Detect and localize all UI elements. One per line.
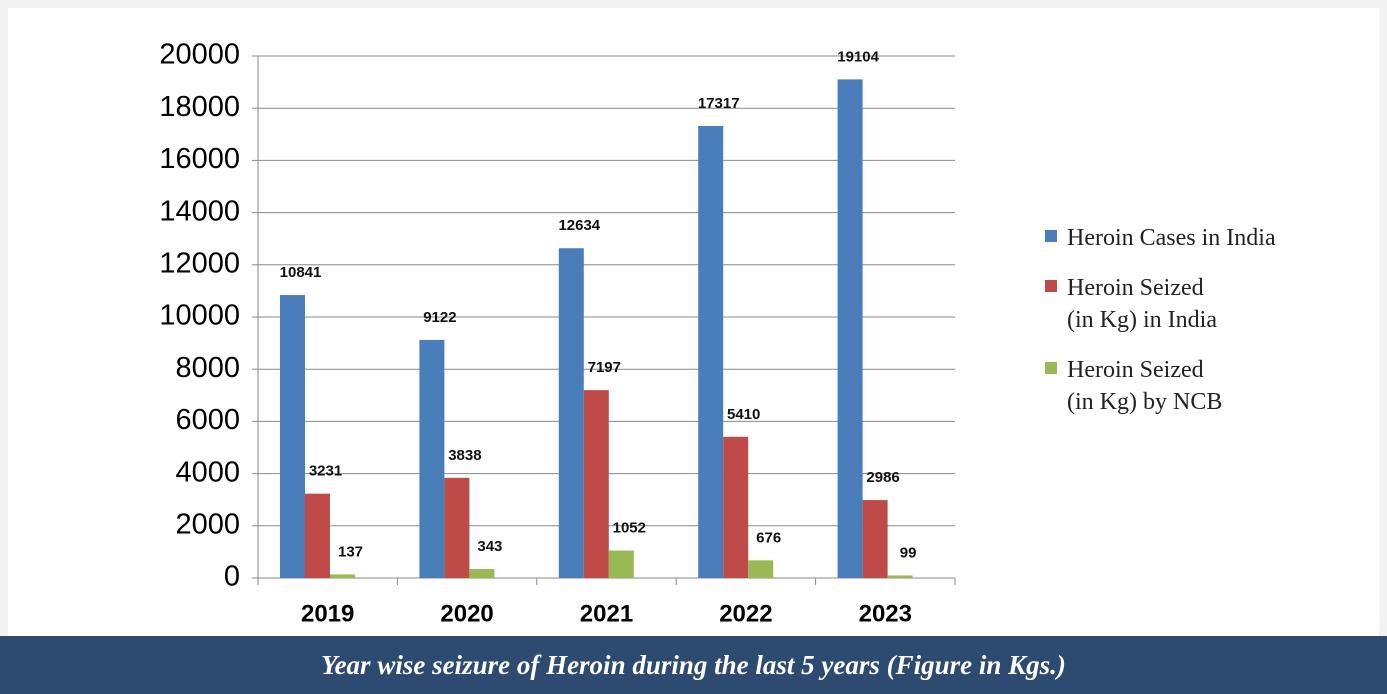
bar — [698, 126, 724, 578]
data-label: 19104 — [837, 48, 879, 65]
legend-swatch — [1045, 362, 1057, 374]
y-tick-label: 2000 — [175, 508, 240, 540]
x-tick-label: 2022 — [719, 600, 772, 627]
bar — [419, 339, 445, 578]
data-label: 137 — [338, 543, 363, 560]
y-tick-label: 16000 — [159, 143, 240, 175]
bar — [837, 79, 863, 579]
y-tick-label: 4000 — [175, 456, 240, 488]
data-label: 7197 — [588, 359, 621, 376]
bar — [608, 550, 634, 578]
bar — [330, 574, 355, 578]
x-tick-label: 2020 — [440, 600, 493, 627]
data-label: 9122 — [423, 309, 456, 326]
data-label: 12634 — [558, 217, 600, 234]
data-label: 17317 — [698, 95, 740, 112]
legend-item: Heroin Seized (in Kg) by NCB — [1045, 354, 1276, 418]
y-tick-label: 12000 — [159, 247, 240, 279]
y-tick-label: 6000 — [175, 404, 240, 436]
data-label: 343 — [477, 538, 502, 555]
bar — [887, 575, 913, 578]
bar — [469, 569, 495, 578]
y-tick-label: 8000 — [175, 352, 240, 384]
legend-item: Heroin Cases in India — [1045, 222, 1276, 254]
bar — [444, 477, 470, 578]
bar — [280, 295, 305, 578]
data-label: 2986 — [866, 469, 899, 486]
data-label: 10841 — [280, 264, 322, 281]
y-tick-label: 18000 — [159, 91, 240, 123]
legend-swatch — [1045, 280, 1057, 292]
data-label: 99 — [900, 544, 917, 561]
data-label: 1052 — [613, 520, 646, 537]
legend-label: Heroin Seized (in Kg) in India — [1067, 275, 1217, 333]
x-tick-label: 2021 — [580, 600, 633, 627]
y-tick-label: 20000 — [159, 39, 240, 71]
bar — [862, 500, 888, 578]
chart-background — [8, 8, 1379, 636]
legend-label: Heroin Cases in India — [1067, 225, 1276, 251]
data-label: 676 — [756, 529, 781, 546]
data-label: 3231 — [309, 463, 342, 480]
legend-swatch — [1045, 230, 1057, 242]
x-tick-label: 2019 — [301, 600, 354, 627]
x-tick-label: 2023 — [859, 600, 912, 627]
bar — [558, 248, 584, 578]
y-tick-label: 14000 — [159, 195, 240, 227]
y-tick-label: 10000 — [159, 300, 240, 332]
chart-title: Year wise seizure of Heroin during the l… — [0, 636, 1387, 694]
chart: 0 2000 4000 6000 8000 10000 12000 14000 16000 180… — [8, 8, 1379, 636]
bar — [748, 560, 774, 578]
legend-label: Heroin Seized (in Kg) by NCB — [1067, 357, 1223, 415]
bar — [583, 390, 609, 578]
bar — [723, 436, 749, 578]
data-label: 5410 — [727, 406, 760, 423]
legend-item: Heroin Seized (in Kg) in India — [1045, 272, 1276, 336]
legend: Heroin Cases in India Heroin Seized (in K… — [1045, 222, 1276, 436]
bar — [305, 493, 330, 578]
data-label: 3838 — [448, 447, 481, 464]
y-tick-label: 0 — [224, 561, 240, 593]
